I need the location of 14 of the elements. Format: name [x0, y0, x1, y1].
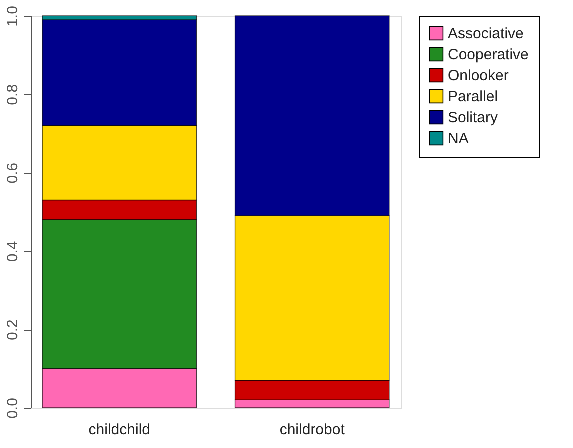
legend-label: Cooperative	[448, 46, 529, 64]
y-tick-label: 0.4	[4, 241, 22, 262]
y-tick-label: 0.0	[4, 398, 22, 419]
y-tick-label: 0.6	[4, 162, 22, 184]
legend-label: NA	[448, 130, 469, 148]
y-tick-label: 1.0	[4, 6, 22, 27]
x-tick-label: childchild	[88, 422, 150, 438]
legend-label: Solitary	[448, 110, 499, 126]
legend-label: Parallel	[448, 88, 498, 106]
legend-label: Onlooker	[448, 68, 509, 84]
y-tick-label: 0.2	[4, 320, 22, 341]
x-tick-label: childrobot	[280, 422, 346, 438]
y-tick-label: 0.8	[4, 84, 22, 106]
legend-label: Associative	[448, 26, 524, 42]
